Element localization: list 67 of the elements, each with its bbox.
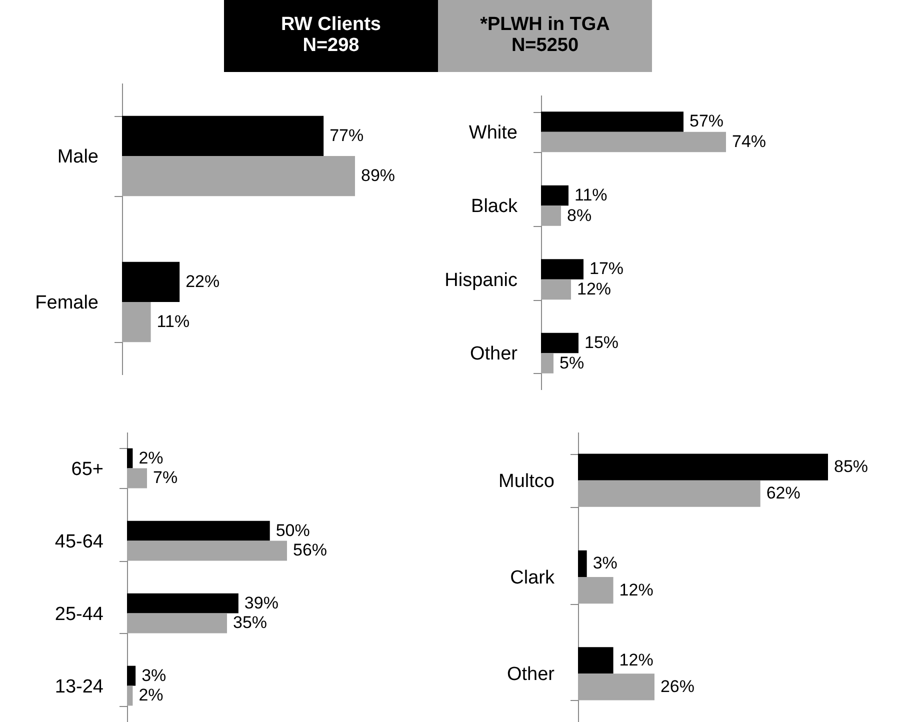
data-label: 17% [590, 259, 624, 278]
bar [127, 613, 227, 634]
bar [122, 156, 355, 196]
data-label: 12% [619, 650, 654, 670]
bar [578, 674, 654, 700]
bar [127, 448, 133, 468]
y-tick-label: 13-24 [54, 676, 104, 698]
data-label: 39% [244, 593, 278, 612]
bar [541, 206, 561, 226]
y-tick-label: Male [57, 146, 98, 168]
bar [541, 279, 571, 300]
bar [578, 647, 614, 674]
bar [122, 302, 151, 342]
bar [122, 262, 180, 302]
bar [578, 480, 760, 507]
bar [127, 666, 136, 686]
y-tick-label: Other [470, 344, 518, 365]
bar [127, 468, 147, 488]
y-tick-label: Other [506, 664, 556, 686]
bar [122, 116, 324, 156]
bar [541, 259, 584, 280]
data-label: 7% [153, 468, 178, 488]
y-tick-label: Female [35, 292, 98, 314]
data-label: 3% [592, 554, 618, 573]
data-label: 15% [584, 332, 619, 352]
data-label: 56% [293, 540, 328, 560]
bar [541, 332, 578, 354]
data-label: 74% [732, 132, 766, 152]
bar [127, 520, 270, 541]
data-label: 35% [233, 613, 268, 632]
bar [578, 577, 614, 604]
bar [127, 593, 238, 614]
bar [541, 353, 554, 374]
text: *PLWH in TGA N=5250 [438, 0, 652, 72]
data-label: 12% [619, 580, 654, 600]
data-label: 22% [186, 272, 220, 291]
data-label: 77% [330, 126, 364, 145]
data-label: 62% [766, 484, 800, 503]
bar [578, 454, 828, 480]
data-label: 50% [276, 520, 310, 540]
y-tick-label: 65+ [71, 458, 104, 480]
data-label: 8% [567, 206, 592, 225]
y-tick-label: White [468, 122, 518, 144]
data-label: 85% [834, 457, 868, 476]
bar [541, 132, 726, 152]
data-label: 89% [361, 166, 396, 186]
data-label: 11% [574, 185, 608, 204]
data-label: 11% [156, 312, 190, 332]
data-label: 3% [142, 666, 166, 685]
y-tick-label: 45-64 [54, 531, 104, 552]
bar [541, 185, 568, 206]
y-tick-label: Clark [510, 568, 555, 588]
data-label: 12% [577, 280, 612, 299]
bar [127, 686, 133, 706]
text: RW Clients N=298 [224, 0, 438, 72]
y-tick-label: Black [471, 196, 518, 218]
y-tick-label: Multco [498, 470, 554, 492]
data-label: 2% [138, 686, 164, 705]
bar [578, 550, 587, 577]
data-label: 2% [138, 448, 164, 468]
data-label: 57% [690, 112, 724, 131]
bar [541, 112, 684, 132]
data-label: 26% [660, 676, 694, 696]
data-label: 5% [560, 353, 584, 372]
y-tick-label: Hispanic [444, 270, 518, 291]
y-tick-label: 25-44 [54, 604, 104, 625]
bar [127, 540, 287, 561]
